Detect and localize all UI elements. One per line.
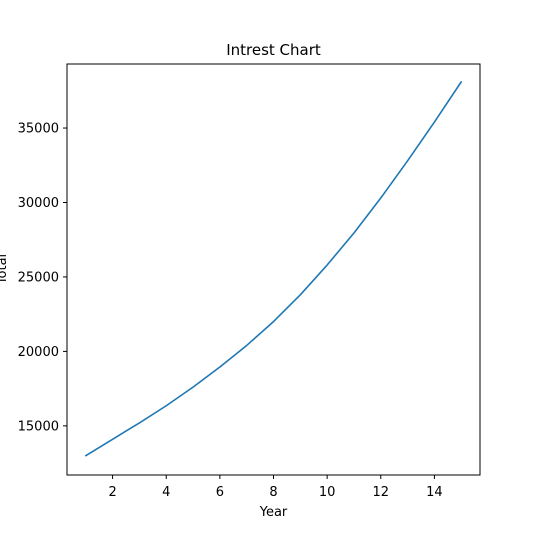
x-tick-label: 14 [426, 485, 443, 500]
y-tick-label: 35000 [18, 122, 59, 137]
x-tick-label: 4 [162, 485, 170, 500]
x-axis-label: Year [259, 505, 288, 520]
plot-area-frame [66, 63, 481, 476]
x-tick-label: 10 [319, 485, 336, 500]
x-tick-label: 12 [372, 485, 389, 500]
y-axis-label: Total [0, 254, 10, 285]
y-axis-ticks: 15000 20000 25000 30000 35000 [18, 122, 67, 434]
chart-title: Intrest Chart [226, 41, 321, 59]
y-tick-label: 30000 [18, 196, 59, 211]
x-axis-ticks: 2 4 6 8 10 12 14 [108, 475, 443, 500]
y-tick-label: 20000 [18, 345, 59, 360]
x-tick-label: 8 [269, 485, 277, 500]
y-tick-label: 25000 [18, 270, 59, 285]
y-tick-label: 15000 [18, 419, 59, 434]
x-tick-label: 6 [216, 485, 224, 500]
total-series-line [84, 81, 463, 457]
x-tick-label: 2 [108, 485, 116, 500]
